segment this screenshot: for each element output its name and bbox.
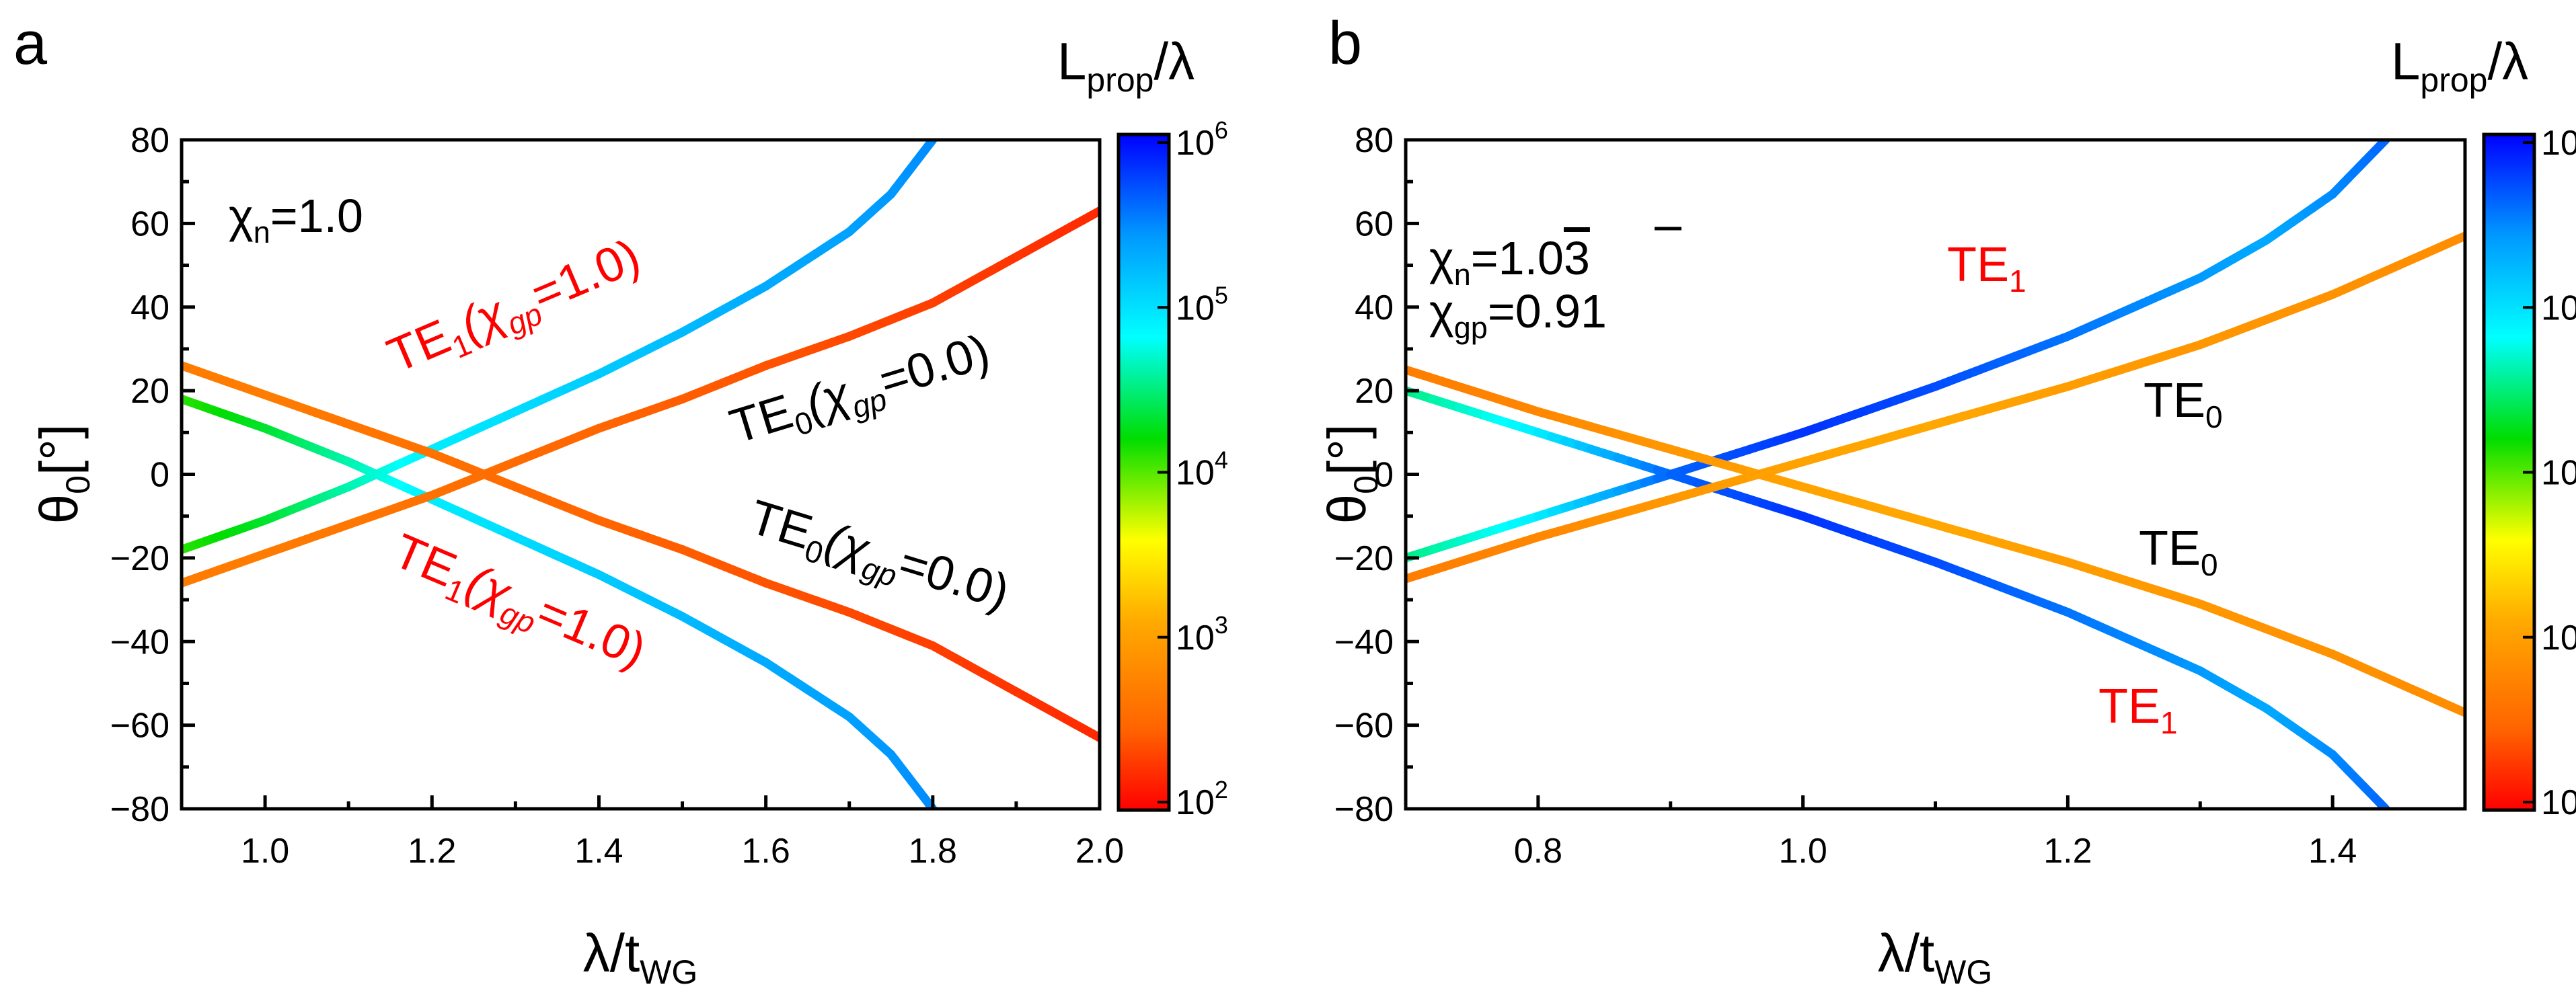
panel-a-colorbar-ticks: 106 105 104 103 102: [1158, 116, 1228, 822]
panel-b-y-tick-label: 40: [1355, 288, 1394, 327]
panel-b-chi-gp-annotation: χgp=0.91: [1429, 285, 1607, 345]
panel-b-y-tick-label: −20: [1334, 539, 1394, 578]
panel-a-y-tick-label: 80: [130, 121, 169, 160]
panel-a-x-tick-label: 2.0: [1075, 832, 1124, 871]
panel-b-chi-n-annotation: χn=1.03: [1429, 232, 1590, 292]
panel-b-y-label-sub: 0: [1347, 475, 1385, 494]
panel-b-x-tick-label: 1.4: [2308, 832, 2357, 871]
panel-b-te1-lower-label: TE1: [2098, 680, 2178, 740]
panel-b-te0-upper-label: TE0: [2144, 374, 2223, 434]
panel-a-series-2: [182, 206, 1100, 588]
panel-a-y-tick-label: −40: [110, 623, 169, 662]
panel-a-colorbar-tick-label: 104: [1176, 446, 1228, 493]
panel-b-y-tick-label: −80: [1334, 790, 1394, 829]
panel-a-te0-lower-label: TE0(χgp=0.0): [741, 490, 1015, 626]
panel-b-y-tick-label: 60: [1355, 204, 1394, 243]
panel-a-series-1: [182, 395, 938, 809]
panel-a-te1-lower-label: TE1(χgp=1.0): [383, 524, 654, 684]
panel-b-x-tick-label: 1.0: [1778, 832, 1827, 871]
panel-a-te0-upper-label: TE0(χgp=0.0): [724, 324, 997, 460]
panel-a-x-ticks: 1.0 1.2 1.4 1.6 1.8 2.0: [241, 795, 1124, 871]
panel-a-x-tick-label: 1.6: [741, 832, 790, 871]
panel-b-colorbar-tick-label: 102: [2541, 611, 2576, 658]
panel-b-te0-lower-label: TE0: [2139, 522, 2218, 582]
panel-a-x-label-sub: WG: [640, 953, 697, 991]
panel-a-colorbar-tick-label: 103: [1176, 611, 1228, 658]
panel-b-overline-digit: 3: [1564, 232, 1590, 284]
panel-b-series-1: [1406, 386, 2390, 809]
panel-b-colorbar-tick-label: 105: [2541, 116, 2576, 163]
panel-b-series-group: [1406, 140, 2465, 809]
panel-b-y-tick-label: −40: [1334, 623, 1394, 662]
panel-a-colorbar-title: Lprop/λ: [1057, 32, 1195, 99]
panel-b-x-label-main: λ/t: [1878, 923, 1934, 983]
panel-a-y-ticks: 80 60 40 20 0 −20 −40 −60 −80: [110, 121, 195, 829]
panel-b-colorbar-tick-label: 101: [2541, 776, 2576, 822]
panel-a-y-tick-label: 20: [130, 372, 169, 411]
panel-a-x-label-main: λ/t: [583, 923, 640, 983]
panel-b-y-tick-label: 0: [1374, 456, 1394, 495]
panel-a-x-tick-label: 1.8: [909, 832, 957, 871]
panel-a-y-tick-label: 40: [130, 288, 169, 327]
panel-a-y-label-suffix: [°]: [29, 424, 89, 475]
panel-a-y-tick-label: 0: [150, 456, 169, 495]
panel-a-x-tick-label: 1.0: [241, 832, 289, 871]
panel-a-series-group: [182, 140, 1100, 809]
panel-a-colorbar-tick-label: 106: [1176, 116, 1228, 163]
panel-a-y-tick-label: −60: [110, 707, 169, 746]
panel-a-y-tick-label: −20: [110, 539, 169, 578]
panel-b-y-tick-label: 20: [1355, 372, 1394, 411]
panel-b-colorbar-title: Lprop/λ: [2391, 32, 2528, 99]
panel-b-x-ticks: 0.8 1.0 1.2 1.4: [1404, 795, 2357, 871]
panel-b-y-label-suffix: [°]: [1317, 424, 1377, 475]
panel-b-series-3-segment: [2447, 702, 2465, 717]
panel-b-x-tick-label: 0.8: [1514, 832, 1562, 871]
panel-letter-a: a: [13, 10, 48, 77]
panel-b-y-label-main: θ: [1317, 494, 1377, 524]
panel-b: b 0.8 1.0 1.2 1.4 80 60 40 20 0 −20 −40 −60 −80 λ/t…: [1317, 10, 2576, 991]
panel-b-y-axis-label: θ0[°]: [1317, 424, 1385, 524]
panel-a-x-axis-label: λ/tWG: [583, 923, 698, 991]
panel-b-x-label-sub: WG: [1934, 953, 1992, 991]
panel-a-y-tick-label: −80: [110, 790, 169, 829]
panel-b-y-ticks: 80 60 40 20 0 −20 −40 −60 −80: [1334, 121, 1419, 829]
panel-a: a 1.0 1.2 1.4 1.6 1.8 2.0 80 60 40 20 0 −20 −40 −60 −…: [13, 10, 1228, 991]
panel-a-chi-n-annotation: χn=1.0: [229, 190, 363, 249]
panel-a-colorbar-tick-label: 102: [1176, 776, 1228, 822]
panel-b-series-2: [1406, 231, 2465, 584]
panel-b-colorbar-tick-label: 104: [2541, 281, 2576, 327]
panel-a-x-tick-label: 1.4: [574, 832, 623, 871]
panel-b-x-tick-label: 1.2: [2043, 832, 2092, 871]
panel-a-colorbar-tick-label: 105: [1176, 281, 1228, 327]
panel-b-y-tick-label: −60: [1334, 707, 1394, 746]
panel-a-series-3: [182, 361, 1100, 742]
panel-b-x-axis-label: λ/tWG: [1878, 923, 1993, 991]
panel-a-y-tick-label: 60: [130, 204, 169, 243]
panel-a-x-tick-label: 1.2: [408, 832, 456, 871]
panel-b-series-0: [1406, 140, 2390, 563]
panel-b-series-2-segment: [2447, 231, 2465, 247]
panel-b-series-3: [1406, 365, 2465, 717]
panel-letter-b: b: [1328, 10, 1362, 77]
panel-b-colorbar-ticks: 105 104 103 102 101: [2523, 116, 2576, 822]
panel-b-y-tick-label: 80: [1355, 121, 1394, 160]
panel-a-y-label-sub: 0: [59, 475, 97, 494]
panel-b-colorbar-tick-label: 103: [2541, 446, 2576, 493]
panel-b-te1-upper-label: TE1: [1947, 238, 2026, 299]
panel-a-y-axis-label: θ0[°]: [29, 424, 97, 524]
panel-a-y-label-main: θ: [29, 494, 89, 524]
